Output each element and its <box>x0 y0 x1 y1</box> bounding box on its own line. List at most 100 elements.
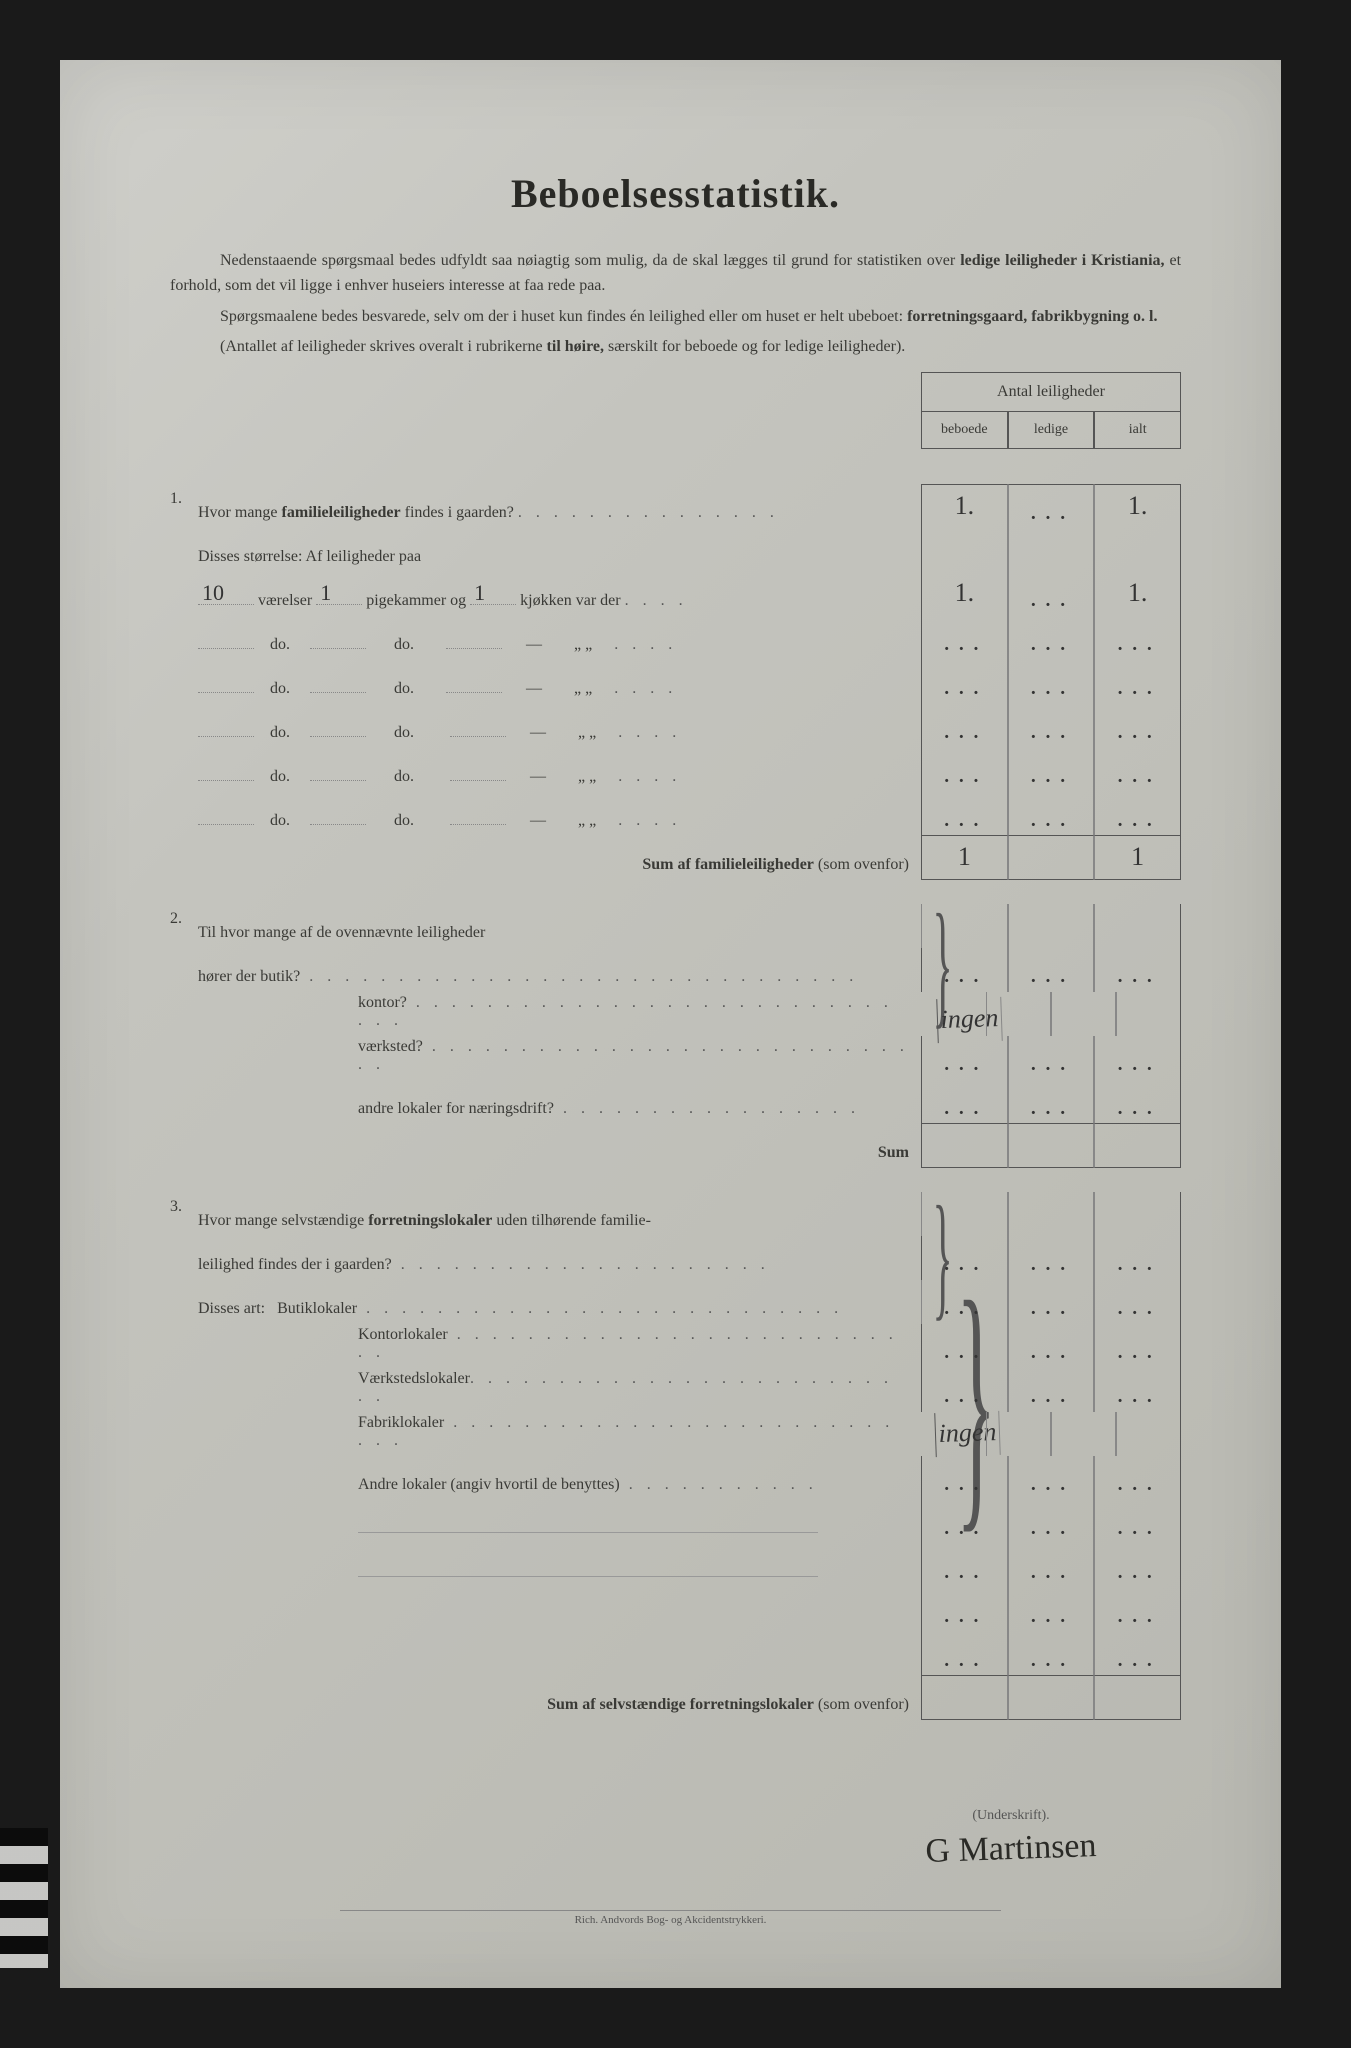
cell-beboede: 1. <box>921 484 1008 528</box>
q1-sizerow-do: do. do. — „ „ . . . . ········· <box>170 704 1181 748</box>
intro-bold: ledige leiligheder i Kristiania, <box>960 252 1164 269</box>
q1-sizerow-do: do. do. — „ „ . . . . ········· <box>170 616 1181 660</box>
dash: — <box>526 636 542 653</box>
q3-vaerk: Værkstedslokaler. . . . . . . . . . . . … <box>170 1368 1181 1412</box>
answer-cells: } <box>921 904 1181 948</box>
microfilm-strip-decoration <box>0 1828 48 1968</box>
cell-ledige: ··· <box>1008 484 1095 528</box>
column-header-beboede: beboede <box>921 411 1008 449</box>
intro-paragraph-1: Nedenstaaende spørgsmaal bedes udfyldt s… <box>170 249 1181 299</box>
do-label: do. <box>270 812 290 829</box>
q2-sum: Sum <box>170 1124 1181 1168</box>
blank-fill: 10 <box>198 604 254 605</box>
intro-text: særskilt for beboede og for ledige leili… <box>604 338 905 355</box>
q1-text: Hvor mange <box>198 504 282 521</box>
q3-sum: Sum af selvstændige forretningslokaler (… <box>170 1676 1181 1720</box>
column-header-ledige: ledige <box>1008 411 1095 449</box>
do-label: do. <box>394 724 414 741</box>
cell-sum-ledige <box>1008 836 1095 880</box>
fabrik-label: Fabriklokaler <box>358 1414 444 1431</box>
handwritten-value: 1 <box>320 580 331 606</box>
q1-text: findes i gaarden? <box>401 504 514 521</box>
do-label: do. <box>270 680 290 697</box>
q3-kontor: Kontorlokaler . . . . . . . . . . . . . … <box>170 1324 1181 1368</box>
kontor-label: Kontorlokaler <box>358 1326 448 1343</box>
cell: ··· <box>921 616 1008 660</box>
handwritten-value: 10 <box>202 580 224 606</box>
do-label: do. <box>270 724 290 741</box>
do-label: do. <box>394 768 414 785</box>
q1-sum: Sum af familieleiligheder (som ovenfor) … <box>170 836 1181 880</box>
cell-ialt: 1. <box>1094 484 1181 528</box>
q3-text: Hvor mange selvstændige <box>198 1212 368 1229</box>
dash: — <box>530 812 546 829</box>
do-label: do. <box>270 636 290 653</box>
dash: — <box>530 724 546 741</box>
q2-butik: hører der butik? . . . . . . . . . . . .… <box>170 948 1181 992</box>
q3-bold: forretningslokaler <box>368 1212 492 1229</box>
ditto-mark: „ „ <box>578 768 596 785</box>
q1-sizerow-1: 10 værelser 1 pigekammer og 1 kjøkken va… <box>170 572 1181 616</box>
sum-label: Sum af familieleiligheder <box>642 856 814 873</box>
intro-text: Spørgsmaalene bedes besvarede, selv om d… <box>220 308 907 325</box>
document-page: Beboelsesstatistik. Nedenstaaende spørgs… <box>60 60 1281 1988</box>
q1-sizelabel: Disses størrelse: Af leiligheder paa <box>170 528 1181 572</box>
size-label: Disses størrelse: Af leiligheder paa <box>198 548 921 572</box>
blank-fill <box>446 648 502 649</box>
do-label: do. <box>270 768 290 785</box>
question-number: 1. <box>170 484 198 508</box>
dash: — <box>530 768 546 785</box>
page-title: Beboelsesstatistik. <box>170 170 1181 217</box>
intro-paragraph-2: Spørgsmaalene bedes besvarede, selv om d… <box>170 305 1181 330</box>
label-pigekammer: pigekammer og <box>366 592 466 609</box>
q2-andre: andre lokaler for næringsdrift? . . . . … <box>170 1080 1181 1124</box>
label-kjokken: kjøkken var der <box>520 592 620 609</box>
signature-area: (Underskrift). G Martinsen <box>841 1808 1181 1868</box>
sum-label: Sum af selvstændige forretningslokaler <box>547 1696 814 1713</box>
butik-label: Butiklokaler <box>277 1300 357 1317</box>
do-label: do. <box>394 680 414 697</box>
answer-cells: ········· <box>921 616 1181 660</box>
cell-beboede: 1. <box>921 572 1008 616</box>
ditto-mark: „ „ <box>574 636 592 653</box>
question-number: 3. <box>170 1192 198 1216</box>
do-label: do. <box>394 812 414 829</box>
ditto-mark: „ „ <box>578 724 596 741</box>
q1-line1: 1. Hvor mange familieleiligheder findes … <box>170 484 1181 528</box>
dash: — <box>526 680 542 697</box>
q3-line2: leilighed findes der i gaarden? . . . . … <box>170 1236 1181 1280</box>
q3-andre: Andre lokaler (angiv hvortil de benyttes… <box>170 1456 1181 1500</box>
cell-sum-ialt: 1 <box>1094 836 1181 880</box>
scan-frame: Beboelsesstatistik. Nedenstaaende spørgs… <box>0 0 1351 2048</box>
q1-sizerow-do: do. do. — „ „ . . . . ········· <box>170 748 1181 792</box>
q2-line1: 2. Til hvor mange af de ovennævnte leili… <box>170 904 1181 948</box>
q1-bold: familieleiligheder <box>282 504 401 521</box>
q3-fabrik: Fabriklokaler . . . . . . . . . . . . . … <box>170 1412 1181 1456</box>
blank-fill <box>310 648 366 649</box>
blank-fill: 1 <box>470 604 516 605</box>
blank-fill: 1 <box>316 604 362 605</box>
cell-sum-beboede: 1 <box>921 836 1008 880</box>
sum-cells: 1 1 <box>921 836 1181 880</box>
ditto-mark: „ „ <box>578 812 596 829</box>
column-header-block: Antal leiligheder beboede ledige ialt <box>921 372 1181 449</box>
cell: ··· <box>1094 616 1181 660</box>
q2-butik-label: hører der butik? <box>198 968 300 985</box>
cell-ialt: 1. <box>1094 572 1181 616</box>
answer-cells: 1. ··· 1. <box>921 484 1181 528</box>
intro-bold: til høire, <box>547 338 604 355</box>
q1-sizerow-do: do. do. — „ „ . . . . ········· <box>170 792 1181 836</box>
q2-kontor: kontor? . . . . . . . . . . . . . . . . … <box>170 992 1181 1036</box>
q3-line1: 3. Hvor mange selvstændige forretningslo… <box>170 1192 1181 1236</box>
intro-bold: forretningsgaard, fabrikbygning o. l. <box>907 308 1157 325</box>
q2-andre-label: andre lokaler for næringsdrift? <box>358 1100 554 1117</box>
ditto-mark: „ „ <box>574 680 592 697</box>
q3-blank: ········· <box>170 1632 1181 1676</box>
handwritten-value: 1 <box>474 580 485 606</box>
label-vaerelser: værelser <box>258 592 312 609</box>
blank-fill <box>198 648 254 649</box>
cell: ··· <box>1008 616 1095 660</box>
q2-vaerksted: værksted? . . . . . . . . . . . . . . . … <box>170 1036 1181 1080</box>
column-header-ialt: ialt <box>1094 411 1181 449</box>
question-number: 2. <box>170 904 198 928</box>
